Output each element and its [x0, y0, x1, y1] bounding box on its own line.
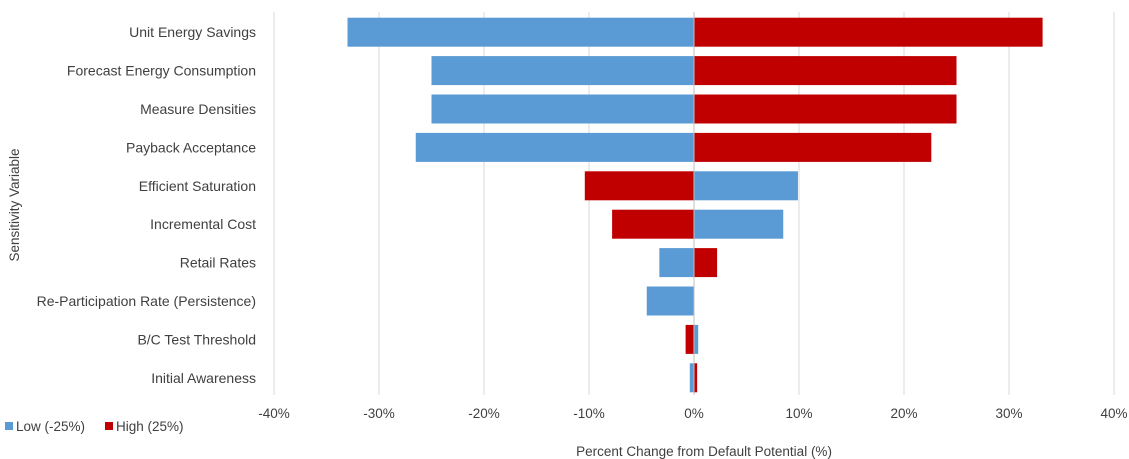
category-label: Retail Rates [180, 255, 256, 271]
legend-swatch-high [105, 422, 113, 430]
bar-high [694, 363, 698, 393]
bars [347, 17, 1043, 393]
x-tick-label: -40% [258, 406, 290, 421]
y-axis-title: Sensitivity Variable [7, 148, 22, 261]
legend: Low (-25%) High (25%) [5, 419, 184, 434]
category-label: Unit Energy Savings [129, 24, 256, 40]
x-axis-title: Percent Change from Default Potential (%… [576, 444, 832, 459]
bar-low [694, 171, 798, 201]
bar-low [415, 132, 694, 162]
category-label: Forecast Energy Consumption [67, 63, 256, 79]
x-tick-label: 30% [995, 406, 1022, 421]
bar-high [694, 132, 932, 162]
bar-low [431, 94, 694, 124]
category-label: B/C Test Threshold [137, 331, 256, 347]
legend-label-low: Low (-25%) [16, 419, 85, 434]
bar-high [694, 248, 718, 278]
category-label: Efficient Saturation [139, 178, 256, 194]
x-tick-label: -10% [573, 406, 605, 421]
bar-high [612, 209, 694, 239]
x-tick-label: 20% [890, 406, 917, 421]
category-label: Initial Awareness [151, 370, 256, 386]
category-label: Payback Acceptance [126, 139, 256, 155]
category-label: Measure Densities [140, 101, 256, 117]
x-tick-label: 40% [1100, 406, 1127, 421]
bar-low [431, 56, 694, 86]
x-tick-label: 0% [684, 406, 704, 421]
bar-high [584, 171, 694, 201]
x-tick-label: -30% [363, 406, 395, 421]
category-labels: Unit Energy Savings Forecast Energy Consu… [37, 24, 257, 386]
category-label: Re-Participation Rate (Persistence) [37, 293, 256, 309]
legend-swatch-low [5, 422, 13, 430]
bar-low [646, 286, 694, 316]
category-label: Incremental Cost [150, 216, 256, 232]
bar-low [694, 324, 699, 354]
x-tick-labels: -40% -30% -20% -10% 0% 10% 20% 30% 40% [258, 406, 1127, 421]
x-tick-label: -20% [468, 406, 500, 421]
bar-high [694, 56, 957, 86]
bar-low [694, 209, 784, 239]
legend-label-high: High (25%) [116, 419, 184, 434]
bar-high [685, 324, 694, 354]
bar-low [347, 17, 694, 47]
bar-low [659, 248, 694, 278]
x-tick-label: 10% [785, 406, 812, 421]
bar-high [694, 17, 1043, 47]
bar-high [694, 94, 957, 124]
bar-low [689, 363, 694, 393]
